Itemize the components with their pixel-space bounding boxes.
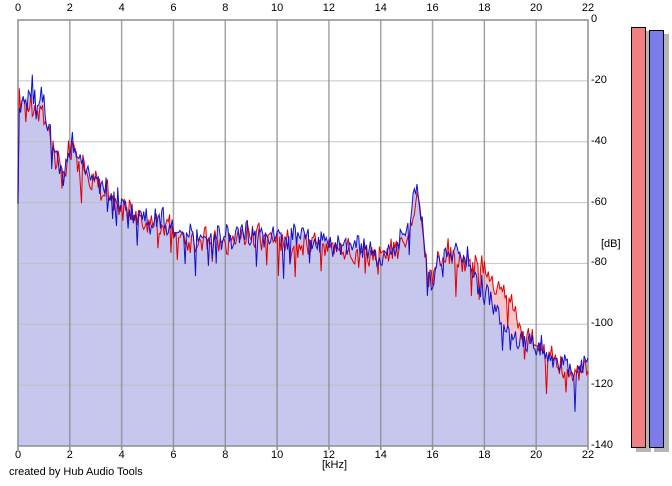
y-tick-label: -20	[591, 73, 607, 86]
x-tick-label-top: 12	[322, 2, 336, 14]
x-tick-label-top: 20	[530, 2, 543, 14]
x-tick-label-top: 6	[170, 2, 177, 14]
x-tick-label-top: 18	[478, 2, 491, 14]
x-tick-label-top: 16	[426, 2, 439, 14]
x-tick-label-bottom: 16	[426, 449, 439, 461]
x-tick-label-top: 14	[374, 2, 387, 14]
blue-level-meter	[649, 30, 664, 448]
y-tick-label: -60	[591, 195, 607, 208]
y-axis-unit-label: [dB]	[601, 238, 621, 250]
x-tick-label-top: 8	[222, 2, 229, 14]
y-tick-label: -80	[591, 256, 607, 269]
x-tick-label-bottom: 8	[222, 449, 229, 461]
x-tick-label-top: 10	[270, 2, 284, 14]
x-tick-label-bottom: 20	[530, 449, 543, 461]
x-tick-label-top: 4	[118, 2, 125, 14]
y-tick-label: 0	[591, 13, 598, 25]
x-tick-label-bottom: 6	[170, 449, 177, 461]
credit-text: created by Hub Audio Tools	[9, 466, 143, 478]
x-tick-label-top: 0	[14, 2, 22, 14]
x-axis-unit-label: [kHz]	[322, 459, 348, 471]
y-tick-label: -120	[591, 378, 614, 391]
x-tick-label-bottom: 22	[581, 449, 595, 461]
x-tick-label-bottom: 2	[66, 449, 73, 461]
red-level-meter	[631, 27, 646, 448]
x-tick-label-bottom: 18	[478, 449, 491, 461]
x-tick-label-bottom: 0	[14, 449, 22, 461]
x-tick-label-bottom: 12	[322, 449, 336, 461]
x-tick-label-top: 22	[581, 2, 595, 14]
y-tick-label: -140	[591, 439, 614, 451]
x-tick-label-top: 2	[66, 2, 73, 14]
x-tick-label-bottom: 4	[118, 449, 125, 461]
y-tick-label: -40	[591, 134, 607, 147]
x-tick-label-bottom: 10	[270, 449, 284, 461]
x-tick-label-bottom: 14	[374, 449, 387, 461]
y-tick-label: -100	[591, 317, 614, 330]
